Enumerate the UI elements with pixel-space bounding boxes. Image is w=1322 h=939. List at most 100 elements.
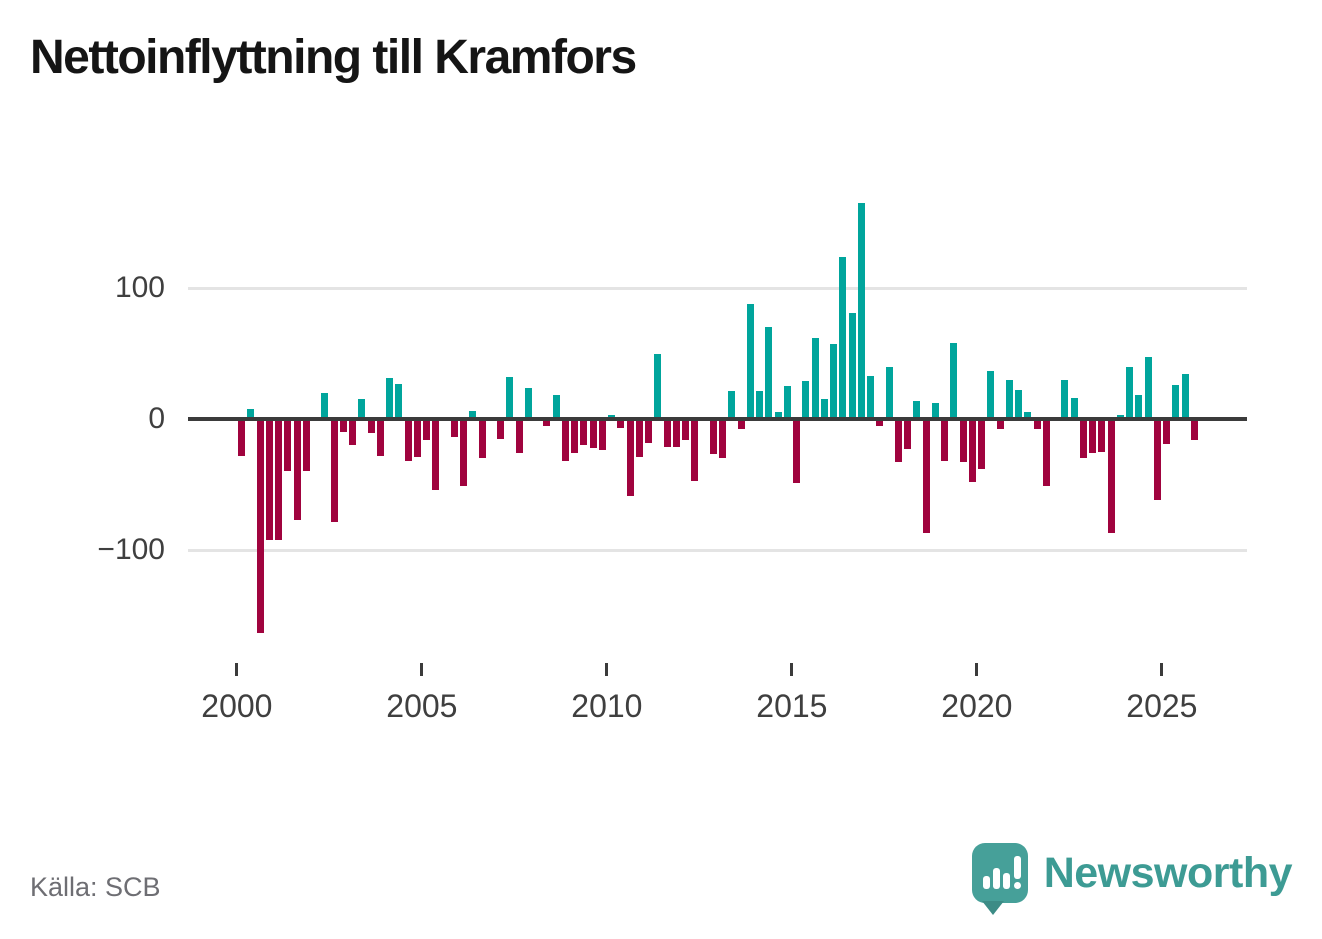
x-tick-label: 2000 (201, 688, 273, 724)
bar (506, 377, 514, 419)
gridline (188, 549, 1247, 552)
source-label: Källa: SCB (30, 872, 161, 902)
bar (376, 419, 384, 456)
bar (830, 344, 837, 419)
bar (626, 419, 634, 497)
logo-bar-icon (992, 868, 1000, 889)
bar (386, 378, 393, 419)
x-tick-label: 2025 (1126, 688, 1198, 724)
bar (423, 419, 430, 440)
bar (904, 419, 911, 450)
bar (756, 391, 763, 419)
page-title: Nettoinflyttning till Kramfors (30, 31, 637, 84)
bar (598, 419, 606, 451)
x-tick-label: 2020 (941, 688, 1013, 724)
bar (247, 408, 255, 419)
bar (783, 386, 791, 419)
bar (1005, 379, 1013, 419)
bar (867, 375, 874, 419)
bar (978, 419, 985, 469)
logo-bubble-tail (981, 901, 1004, 915)
x-tick-mark (975, 663, 979, 676)
newsworthy-logo: Newsworthy (971, 843, 1293, 915)
logo-exclamation-icon (1013, 856, 1021, 879)
bar (709, 419, 717, 455)
bar (1033, 419, 1041, 430)
bar (284, 419, 292, 472)
bar (635, 419, 643, 457)
bar (996, 419, 1004, 430)
bar (959, 419, 967, 463)
zero-axis-line (188, 417, 1247, 421)
bar (876, 419, 884, 426)
logo-bar-icon (982, 876, 990, 889)
bar (894, 419, 902, 463)
bar (793, 419, 800, 484)
bar (450, 419, 458, 438)
x-tick-mark (235, 663, 239, 676)
bar (941, 419, 948, 461)
bar (811, 337, 819, 419)
bar (617, 419, 625, 429)
gridline (188, 287, 1247, 290)
x-tick-label: 2005 (386, 688, 458, 724)
bar (1153, 419, 1161, 501)
bar (275, 419, 282, 540)
bar (1172, 384, 1180, 419)
bar (1181, 374, 1189, 419)
bar (820, 399, 828, 419)
x-tick-mark (1160, 663, 1164, 676)
bar (857, 202, 865, 419)
bar (802, 381, 810, 419)
bar (469, 411, 477, 419)
bar (1089, 419, 1096, 454)
bar (1079, 419, 1087, 459)
bar (302, 419, 310, 472)
x-tick-label: 2015 (756, 688, 828, 724)
bar (358, 399, 366, 419)
bar (968, 419, 976, 482)
bar (256, 419, 264, 633)
bar (913, 400, 921, 419)
bar (839, 256, 847, 419)
bar (765, 327, 773, 419)
bar (265, 419, 273, 540)
bar (1042, 419, 1050, 486)
bar (1070, 398, 1078, 419)
bar (293, 419, 301, 520)
bar (1107, 419, 1115, 533)
bar (885, 366, 893, 419)
bar (682, 419, 689, 440)
bar (737, 419, 745, 430)
bar (515, 419, 523, 454)
bar (543, 419, 551, 426)
bar (497, 419, 504, 439)
bar (580, 419, 588, 446)
bar (561, 419, 569, 461)
x-tick-label: 2010 (571, 688, 643, 724)
bar (432, 419, 440, 490)
bar (848, 312, 856, 419)
bar (1061, 379, 1069, 419)
bar (719, 419, 726, 459)
x-tick-mark (605, 663, 609, 676)
bar (478, 419, 486, 459)
bar (460, 419, 467, 486)
bar (1163, 419, 1170, 444)
bar (654, 353, 662, 419)
bar (238, 419, 245, 456)
bar (746, 303, 754, 419)
bar (774, 412, 782, 419)
bar (728, 391, 736, 419)
logo-exclamation-dot-icon (1013, 882, 1021, 889)
bar (1135, 395, 1143, 419)
bar (524, 387, 532, 419)
bar (663, 419, 671, 447)
y-tick-label: 0 (148, 402, 165, 435)
bar (552, 395, 560, 419)
bar (645, 419, 652, 443)
newsworthy-speech-bubble-icon (971, 843, 1028, 915)
bar (330, 419, 338, 523)
